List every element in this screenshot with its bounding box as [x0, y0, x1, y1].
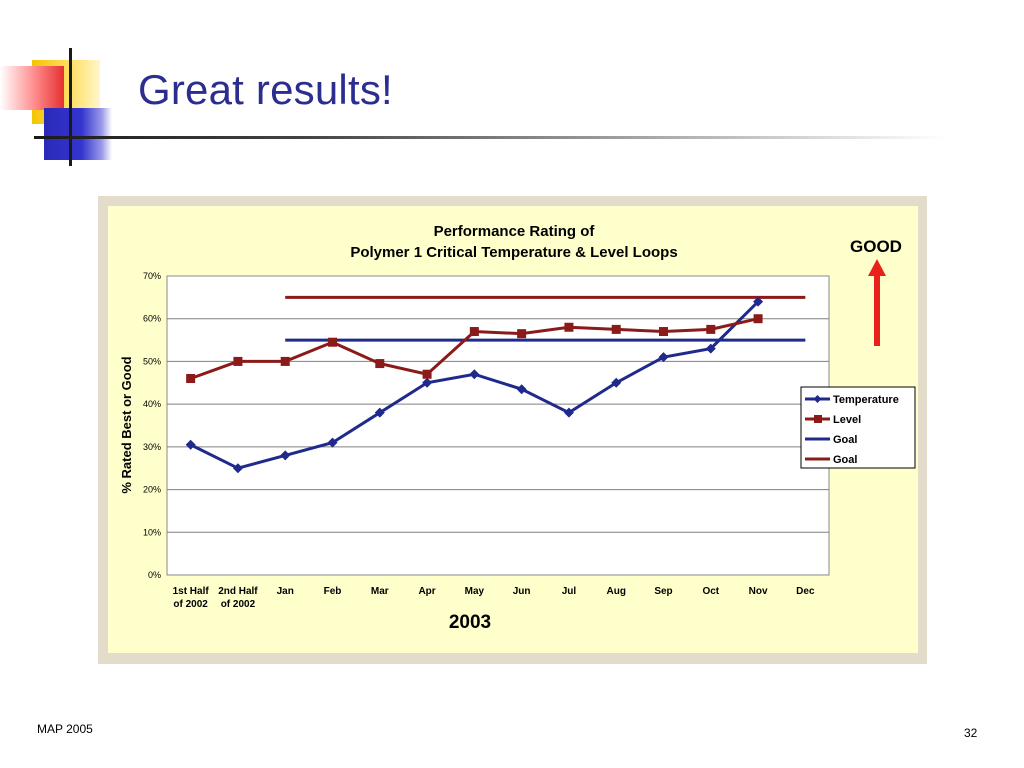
x-tick-label: Sep — [654, 586, 672, 597]
performance-chart: 0% 10% 20% 30% 40% 50% 60% 70% 1st Half of 2002 2… — [108, 206, 918, 653]
data-point — [611, 324, 621, 334]
x-tick-label: 2nd Half of 2002 — [218, 586, 258, 610]
data-point — [469, 327, 479, 337]
x-tick-label: Jul — [562, 586, 577, 597]
x-axis-label: 2003 — [449, 612, 491, 633]
x-tick-label: Apr — [418, 586, 435, 597]
decor-red-square — [0, 66, 64, 110]
data-point — [658, 352, 669, 363]
legend-item: Level — [805, 414, 861, 426]
legend-item: Goal — [805, 434, 857, 446]
page-number: 32 — [964, 726, 978, 740]
data-point — [280, 356, 290, 366]
data-point — [706, 324, 716, 334]
legend-marker — [813, 395, 822, 403]
data-point — [185, 439, 196, 450]
data-point — [327, 437, 338, 448]
x-tick-label: May — [465, 586, 485, 597]
legend-item: Goal — [805, 454, 857, 466]
data-point — [280, 450, 291, 461]
x-tick-label: Aug — [606, 586, 625, 597]
title-divider — [34, 136, 946, 139]
y-tick-label: 0% — [148, 570, 161, 580]
y-tick-labels: 0% 10% 20% 30% 40% 50% 60% 70% — [143, 271, 161, 580]
x-tick-label: Dec — [796, 586, 815, 597]
legend-item: Temperature — [805, 394, 899, 406]
x-tick-labels: 1st Half of 2002 2nd Half of 2002 Jan Feb Mar A… — [173, 586, 815, 610]
data-point — [233, 356, 243, 366]
data-point — [611, 377, 622, 388]
data-point — [516, 384, 527, 395]
slide-title: Great results! — [138, 66, 393, 113]
arrow-head — [868, 259, 886, 276]
decor-blue-square — [44, 108, 112, 160]
x-tick-label: Jan — [277, 586, 294, 597]
data-point — [422, 377, 433, 388]
decor-vertical-line — [69, 48, 72, 166]
series-layer — [185, 295, 806, 474]
y-tick-label: 70% — [143, 271, 161, 281]
x-tick-label: Oct — [702, 586, 719, 597]
footer-label: MAP 2005 — [37, 722, 93, 736]
temperature-series — [185, 296, 764, 474]
legend-label: Goal — [833, 434, 857, 446]
data-point — [232, 463, 243, 474]
y-tick-label: 60% — [143, 314, 161, 324]
data-point — [659, 327, 668, 337]
y-tick-label: 40% — [143, 399, 161, 409]
x-tick-label: Nov — [749, 586, 768, 597]
data-point — [563, 407, 574, 418]
good-annotation: GOOD — [850, 237, 902, 256]
y-tick-label: 30% — [143, 442, 161, 452]
data-point — [374, 407, 385, 418]
chart-title-text: Performance Rating of Polymer 1 Critical … — [350, 223, 677, 261]
legend-label: Level — [833, 414, 861, 426]
chart-frame: 0% 10% 20% 30% 40% 50% 60% 70% 1st Half of 2002 2… — [98, 196, 927, 664]
legend-marker — [814, 415, 822, 423]
legend-label: Goal — [833, 454, 857, 466]
data-point — [375, 359, 385, 369]
up-arrow-icon — [868, 259, 886, 346]
x-tick-label: Mar — [371, 586, 389, 597]
chart-title: Performance Rating of Polymer 1 Critical … — [350, 223, 677, 261]
data-point — [469, 369, 480, 380]
data-point — [753, 314, 763, 324]
x-tick-label: 1st Half of 2002 — [173, 586, 210, 610]
legend-label: Temperature — [833, 394, 899, 406]
y-axis-label: % Rated Best or Good — [119, 356, 134, 493]
data-point — [564, 322, 574, 332]
data-point — [705, 343, 716, 354]
data-point — [753, 296, 764, 307]
legend: Temperature Level Goal Goal — [800, 386, 916, 469]
plot-area — [166, 275, 830, 576]
arrow-shaft — [874, 274, 880, 346]
y-tick-label: 10% — [143, 527, 161, 537]
y-tick-label: 50% — [143, 356, 161, 366]
data-point — [517, 329, 527, 339]
x-tick-label: Jun — [513, 586, 531, 597]
data-point — [422, 369, 432, 379]
data-point — [186, 374, 196, 384]
level-series — [186, 314, 763, 384]
x-tick-label: Feb — [324, 586, 342, 597]
y-tick-label: 20% — [143, 485, 161, 495]
data-point — [328, 337, 337, 347]
